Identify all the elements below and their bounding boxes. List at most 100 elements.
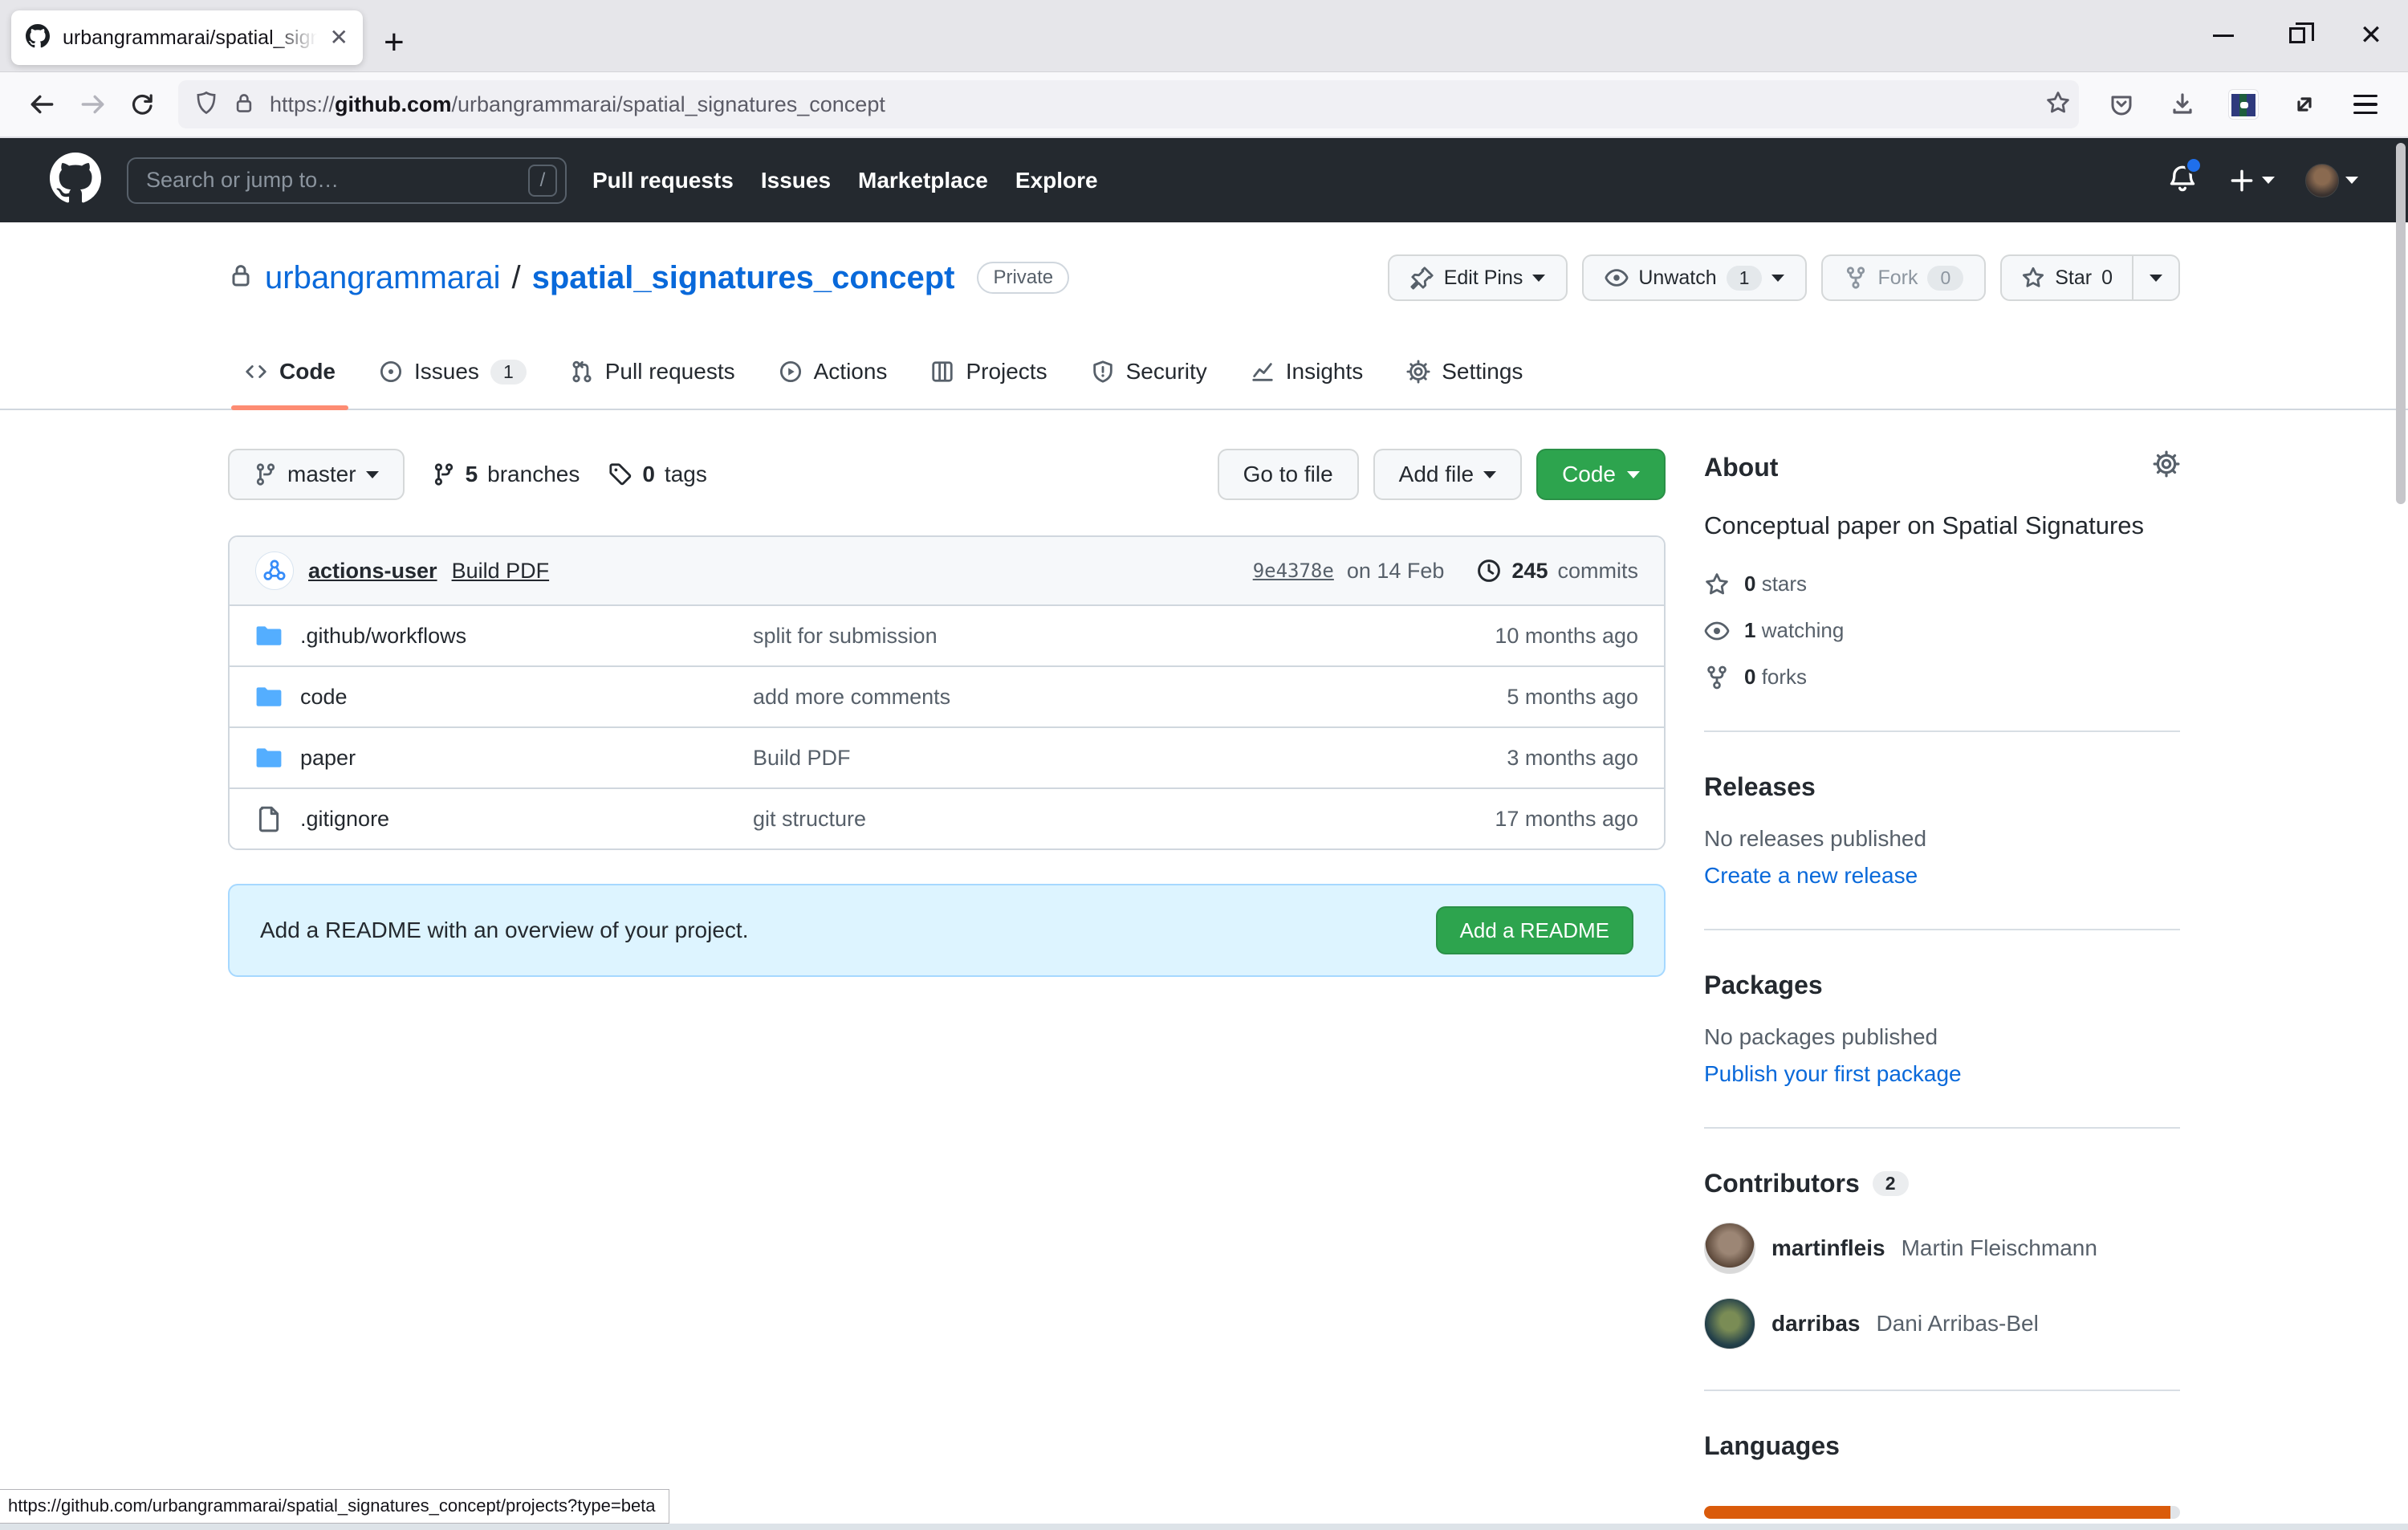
scrollbar-thumb[interactable] (2396, 143, 2406, 504)
fullscreen-icon[interactable] (2280, 81, 2329, 128)
tab-issues[interactable]: Issues 1 (363, 335, 543, 409)
extension-icon[interactable] (2219, 81, 2268, 128)
tags-label: tags (664, 462, 707, 486)
repo-owner-link[interactable]: urbangrammarai (265, 259, 501, 295)
url-bar[interactable]: https://github.com/urbangrammarai/spatia… (178, 80, 2079, 128)
edit-pins-button[interactable]: Edit Pins (1387, 254, 1568, 301)
commit-history-link[interactable]: 245 commits (1476, 558, 1638, 584)
window-close-button[interactable]: ✕ (2359, 20, 2383, 51)
unwatch-button[interactable]: Unwatch 1 (1582, 254, 1808, 301)
contributor-username-link[interactable]: darribas (1771, 1310, 1861, 1336)
create-new-button[interactable] (2228, 167, 2275, 194)
tab-close-icon[interactable]: ✕ (329, 25, 348, 50)
tags-link[interactable]: 0 tags (608, 462, 707, 487)
add-file-button[interactable]: Add file (1373, 449, 1523, 500)
publish-package-link[interactable]: Publish your first package (1704, 1060, 1962, 1086)
url-domain: github.com (335, 92, 452, 116)
contributors-title: Contributors (1704, 1168, 1860, 1198)
file-name-link[interactable]: .github/workflows (300, 623, 467, 648)
tab-code[interactable]: Code (228, 335, 352, 410)
star-dropdown-button[interactable] (2132, 256, 2178, 299)
tracking-protection-shield-icon[interactable] (194, 91, 218, 119)
file-name-link[interactable]: paper (300, 745, 356, 770)
window-restore-button[interactable] (2260, 0, 2334, 71)
contributor-fullname: Martin Fleischmann (1901, 1235, 2097, 1260)
lock-icon[interactable] (233, 92, 255, 118)
window-bottom-edge (0, 1524, 2408, 1530)
stars-stat[interactable]: 0 stars (1704, 572, 2180, 597)
tab-projects[interactable]: Projects (914, 335, 1063, 409)
search-input[interactable] (146, 168, 520, 193)
contributor-username-link[interactable]: martinfleis (1771, 1235, 1885, 1260)
commits-count: 245 (1511, 558, 1548, 583)
tab-insights[interactable]: Insights (1235, 335, 1380, 409)
browser-tab[interactable]: urbangrammarai/spatial_signatu ✕ (11, 10, 363, 65)
file-commit-message-link[interactable]: split for submission (753, 623, 938, 648)
file-commit-message-link[interactable]: Build PDF (753, 745, 851, 770)
file-row[interactable]: .github/workflows split for submission 1… (230, 604, 1664, 665)
forks-stat[interactable]: 0 forks (1704, 665, 2180, 690)
nav-issues[interactable]: Issues (760, 167, 832, 193)
contributors-section: Contributors 2 martinfleis Martin Fleisc… (1704, 1129, 2180, 1391)
repo-name-link[interactable]: spatial_signatures_concept (531, 259, 955, 295)
branch-selector[interactable]: master (228, 449, 405, 500)
nav-pull-requests[interactable]: Pull requests (592, 167, 734, 193)
menu-hamburger-icon[interactable] (2341, 81, 2390, 128)
repo-sidebar: About Conceptual paper on Spatial Signat… (1704, 449, 2180, 1530)
notifications-bell-icon[interactable] (2167, 157, 2203, 197)
tab-pull-requests[interactable]: Pull requests (554, 335, 751, 409)
go-to-file-button[interactable]: Go to file (1217, 449, 1359, 500)
create-release-link[interactable]: Create a new release (1704, 862, 1918, 888)
star-button[interactable]: Star 0 (2002, 256, 2132, 299)
commit-hash-link[interactable]: 9e4378e (1252, 560, 1334, 582)
user-menu[interactable] (2305, 163, 2358, 197)
add-readme-button[interactable]: Add a README (1435, 906, 1633, 954)
github-search-box[interactable]: / (127, 157, 567, 204)
github-logo-icon[interactable] (50, 153, 101, 208)
code-download-button[interactable]: Code (1536, 449, 1666, 500)
watching-stat[interactable]: 1 watching (1704, 618, 2180, 644)
contributor-avatar[interactable] (1704, 1222, 1755, 1274)
branches-label: branches (487, 462, 580, 486)
back-button[interactable] (18, 81, 67, 128)
browser-toolbar: https://github.com/urbangrammarai/spatia… (0, 72, 2408, 138)
chevron-down-icon (365, 470, 379, 478)
branches-link[interactable]: 5 branches (432, 462, 580, 487)
bookmark-star-icon[interactable] (2045, 90, 2071, 120)
forward-button[interactable] (67, 81, 117, 128)
language-segment-other[interactable] (2170, 1505, 2180, 1519)
url-text[interactable]: https://github.com/urbangrammarai/spatia… (270, 92, 2031, 117)
file-row[interactable]: paper Build PDF 3 months ago (230, 726, 1664, 787)
about-settings-gear-icon[interactable] (2153, 450, 2180, 484)
file-actions: Go to file Add file Code (1217, 449, 1666, 500)
contributor-avatar[interactable] (1704, 1297, 1755, 1349)
folder-icon (256, 626, 282, 645)
file-name-link[interactable]: code (300, 684, 348, 709)
download-icon[interactable] (2158, 81, 2207, 128)
tags-count: 0 (642, 462, 655, 486)
tab-settings[interactable]: Settings (1390, 335, 1539, 409)
nav-explore[interactable]: Explore (1015, 167, 1098, 193)
window-minimize-button[interactable] (2186, 0, 2260, 71)
fork-button[interactable]: Fork 0 (1821, 254, 1987, 301)
packages-empty-text: No packages published (1704, 1023, 1938, 1049)
file-row[interactable]: code add more comments 5 months ago (230, 665, 1664, 726)
tab-projects-label: Projects (966, 359, 1047, 384)
nav-marketplace[interactable]: Marketplace (858, 167, 988, 193)
commit-author-link[interactable]: actions-user (308, 558, 437, 583)
new-tab-button[interactable]: + (384, 22, 405, 62)
pin-icon (1410, 267, 1434, 290)
releases-empty-text: No releases published (1704, 825, 1927, 851)
edit-pins-label: Edit Pins (1443, 266, 1523, 289)
commit-author-avatar[interactable] (255, 551, 294, 590)
file-row[interactable]: .gitignore git structure 17 months ago (230, 787, 1664, 848)
tab-security[interactable]: Security (1075, 335, 1223, 409)
file-commit-message-link[interactable]: git structure (753, 806, 867, 831)
language-segment-tex[interactable] (1704, 1505, 2171, 1519)
tab-actions[interactable]: Actions (763, 335, 904, 409)
pocket-icon[interactable] (2097, 81, 2146, 128)
file-commit-message-link[interactable]: add more comments (753, 684, 951, 709)
file-name-link[interactable]: .gitignore (300, 806, 390, 831)
commit-message-link[interactable]: Build PDF (451, 558, 550, 583)
reload-button[interactable] (117, 81, 167, 128)
